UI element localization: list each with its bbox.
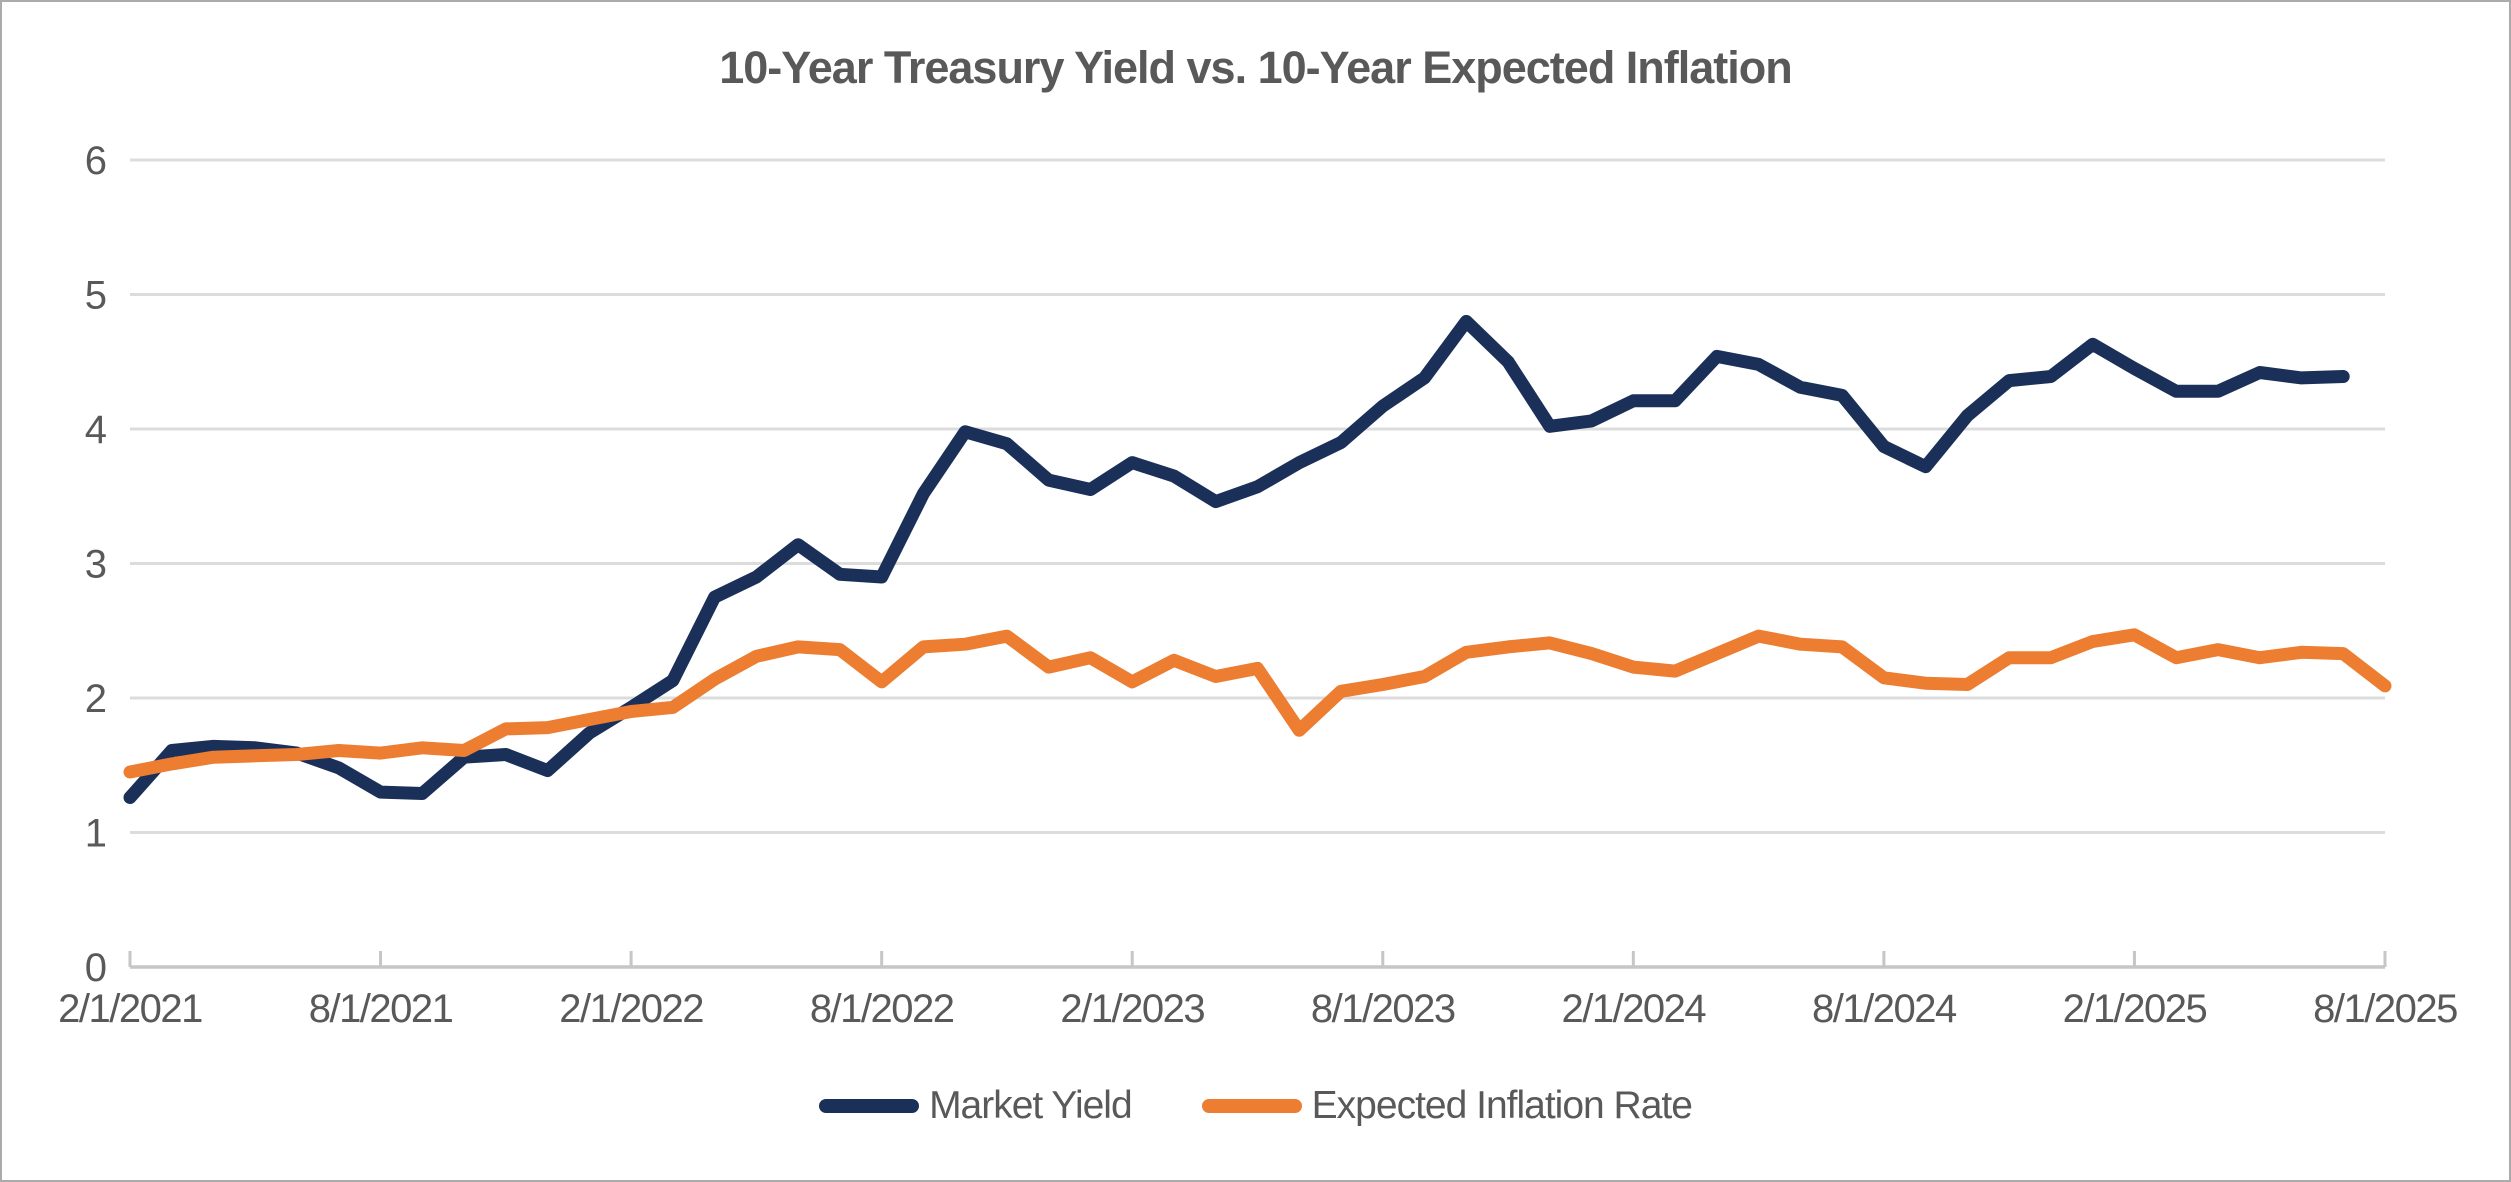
y-tick-label: 4 bbox=[85, 408, 107, 452]
y-tick-label: 0 bbox=[85, 946, 106, 990]
series-line-expected-inflation-rate bbox=[123, 628, 2392, 779]
legend-line-swatch-expected-inflation bbox=[1201, 1099, 1302, 1113]
chart-legend: Market Yield Expected Inflation Rate bbox=[2, 1084, 2509, 1128]
legend-label-expected-inflation-rate: Expected Inflation Rate bbox=[1311, 1084, 1693, 1127]
series-line-market-yield bbox=[123, 314, 2350, 804]
x-tick-label: 8/1/2021 bbox=[309, 987, 453, 1031]
legend-line-swatch-market-yield bbox=[819, 1099, 920, 1113]
x-tick-label: 8/1/2025 bbox=[2313, 987, 2457, 1031]
x-tick-label: 8/1/2024 bbox=[1812, 987, 1957, 1031]
x-tick-label: 8/1/2023 bbox=[1311, 987, 1455, 1031]
y-tick-label: 3 bbox=[85, 543, 106, 587]
x-tick-label: 2/1/2023 bbox=[1060, 987, 1204, 1031]
x-tick-label: 2/1/2024 bbox=[1561, 987, 1706, 1031]
y-tick-label: 5 bbox=[85, 274, 106, 318]
x-tick-label: 2/1/2021 bbox=[58, 987, 202, 1031]
x-tick-label: 8/1/2022 bbox=[810, 987, 954, 1031]
y-tick-label: 6 bbox=[85, 139, 106, 183]
y-tick-label: 2 bbox=[85, 677, 106, 721]
chart-title: 10-Year Treasury Yield vs. 10-Year Expec… bbox=[719, 42, 1793, 93]
legend-item-expected-inflation-rate: Expected Inflation Rate bbox=[1201, 1084, 1693, 1128]
x-tick-label: 2/1/2022 bbox=[559, 987, 703, 1031]
x-tick-label: 2/1/2025 bbox=[2063, 987, 2207, 1031]
legend-label-market-yield: Market Yield bbox=[929, 1084, 1133, 1127]
legend-item-market-yield: Market Yield bbox=[819, 1084, 1133, 1128]
y-tick-label: 1 bbox=[85, 812, 106, 856]
